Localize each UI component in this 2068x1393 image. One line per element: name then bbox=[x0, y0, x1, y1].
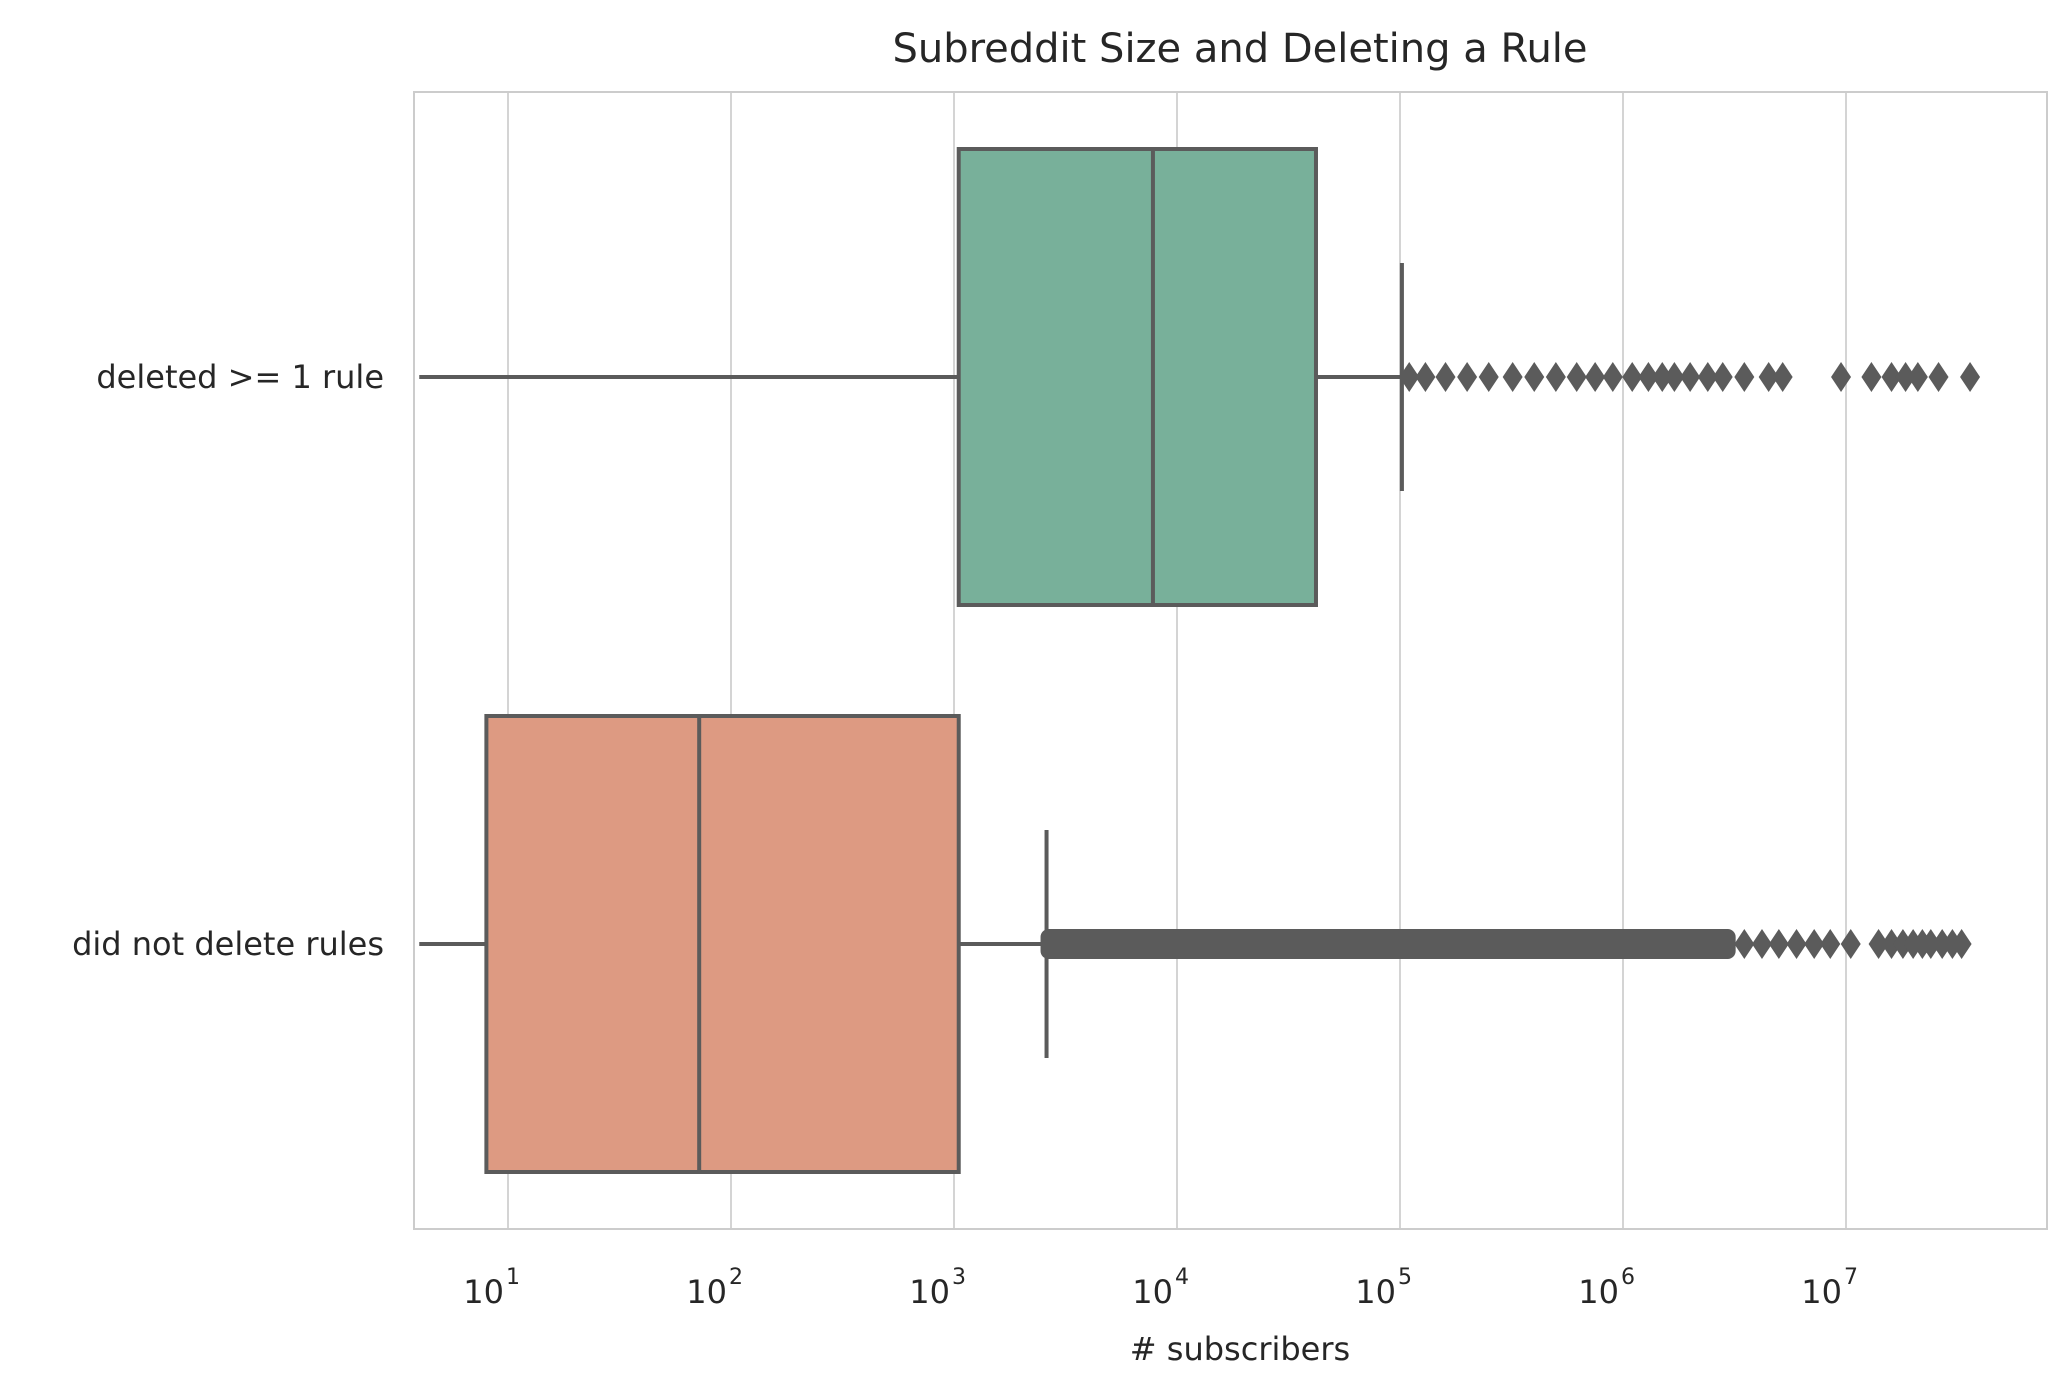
outlier-0-14 bbox=[1664, 362, 1685, 392]
outlier-0-19 bbox=[1758, 362, 1779, 392]
x-tick-exp: 1 bbox=[506, 1265, 520, 1290]
x-tick-label-3: 10 4 bbox=[1132, 1265, 1189, 1311]
box-1 bbox=[419, 714, 1972, 1174]
outlier-1-8 bbox=[1881, 929, 1902, 959]
outlier-1-0 bbox=[1734, 929, 1755, 959]
outlier-1-12 bbox=[1920, 929, 1941, 959]
outlier-0-12 bbox=[1638, 362, 1659, 392]
x-tick-label-5: 10 6 bbox=[1578, 1265, 1635, 1311]
x-tick-label-4: 10 5 bbox=[1355, 1265, 1412, 1311]
x-tick-exp: 3 bbox=[952, 1265, 966, 1290]
outlier-0-4 bbox=[1478, 362, 1499, 392]
outlier-1-4 bbox=[1804, 929, 1825, 959]
dense-outliers-1 bbox=[1040, 929, 1736, 959]
outlier-0-16 bbox=[1697, 362, 1718, 392]
boxes bbox=[419, 147, 1981, 1174]
plot-frame bbox=[413, 91, 2048, 1230]
outlier-0-26 bbox=[1928, 362, 1949, 392]
outlier-0-11 bbox=[1622, 362, 1643, 392]
box-body-0 bbox=[956, 147, 1318, 607]
outlier-0-18 bbox=[1734, 362, 1755, 392]
outlier-0-20 bbox=[1772, 362, 1793, 392]
outlier-0-1 bbox=[1415, 362, 1436, 392]
x-tick-base: 10 bbox=[1578, 1273, 1619, 1311]
x-tick-exp: 7 bbox=[1844, 1265, 1858, 1290]
outlier-1-13 bbox=[1932, 929, 1953, 959]
outlier-0-25 bbox=[1907, 362, 1928, 392]
x-axis-label: # subscribers bbox=[1130, 1330, 1350, 1368]
x-tick-exp: 6 bbox=[1621, 1265, 1635, 1290]
outlier-0-9 bbox=[1585, 362, 1606, 392]
outlier-0-17 bbox=[1712, 362, 1733, 392]
x-tick-base: 10 bbox=[1132, 1273, 1173, 1311]
outlier-0-13 bbox=[1652, 362, 1673, 392]
outlier-0-23 bbox=[1881, 362, 1902, 392]
outlier-1-7 bbox=[1868, 929, 1889, 959]
y-tick-label-1: did not delete rules bbox=[72, 925, 384, 963]
x-tick-label-6: 10 7 bbox=[1801, 1265, 1858, 1311]
outlier-0-6 bbox=[1524, 362, 1545, 392]
outlier-0-5 bbox=[1502, 362, 1523, 392]
box-0 bbox=[419, 147, 1981, 607]
outlier-1-3 bbox=[1786, 929, 1807, 959]
outlier-0-8 bbox=[1566, 362, 1587, 392]
outlier-1-9 bbox=[1892, 929, 1913, 959]
outlier-0-22 bbox=[1861, 362, 1882, 392]
x-tick-labels: 10 1 10 2 10 3 10 4 10 5 10 6 10 7 bbox=[463, 1265, 1858, 1311]
x-tick-exp: 5 bbox=[1398, 1265, 1412, 1290]
x-tick-base: 10 bbox=[909, 1273, 950, 1311]
outlier-0-10 bbox=[1602, 362, 1623, 392]
x-tick-label-0: 10 1 bbox=[463, 1265, 520, 1311]
box-body-1 bbox=[484, 714, 961, 1174]
x-tick-base: 10 bbox=[463, 1273, 504, 1311]
outlier-1-6 bbox=[1840, 929, 1861, 959]
x-tick-exp: 4 bbox=[1175, 1265, 1189, 1290]
outlier-1-5 bbox=[1820, 929, 1841, 959]
y-tick-label-0: deleted >= 1 rule bbox=[96, 358, 384, 396]
outlier-1-2 bbox=[1768, 929, 1789, 959]
outlier-0-0 bbox=[1399, 362, 1420, 392]
y-tick-labels: deleted >= 1 rule did not delete rules bbox=[72, 358, 384, 963]
outlier-1-15 bbox=[1951, 929, 1972, 959]
x-tick-base: 10 bbox=[1801, 1273, 1842, 1311]
outlier-0-27 bbox=[1960, 362, 1981, 392]
x-tick-base: 10 bbox=[1355, 1273, 1396, 1311]
outlier-0-7 bbox=[1545, 362, 1566, 392]
x-tick-label-1: 10 2 bbox=[686, 1265, 743, 1311]
outlier-0-21 bbox=[1831, 362, 1852, 392]
chart-title: Subreddit Size and Deleting a Rule bbox=[892, 26, 1587, 72]
outlier-0-2 bbox=[1435, 362, 1456, 392]
x-tick-label-2: 10 3 bbox=[909, 1265, 966, 1311]
x-tick-exp: 2 bbox=[729, 1265, 743, 1290]
outlier-0-15 bbox=[1680, 362, 1701, 392]
outlier-0-3 bbox=[1457, 362, 1478, 392]
outlier-1-1 bbox=[1751, 929, 1772, 959]
outlier-0-24 bbox=[1895, 362, 1916, 392]
x-tick-base: 10 bbox=[686, 1273, 727, 1311]
